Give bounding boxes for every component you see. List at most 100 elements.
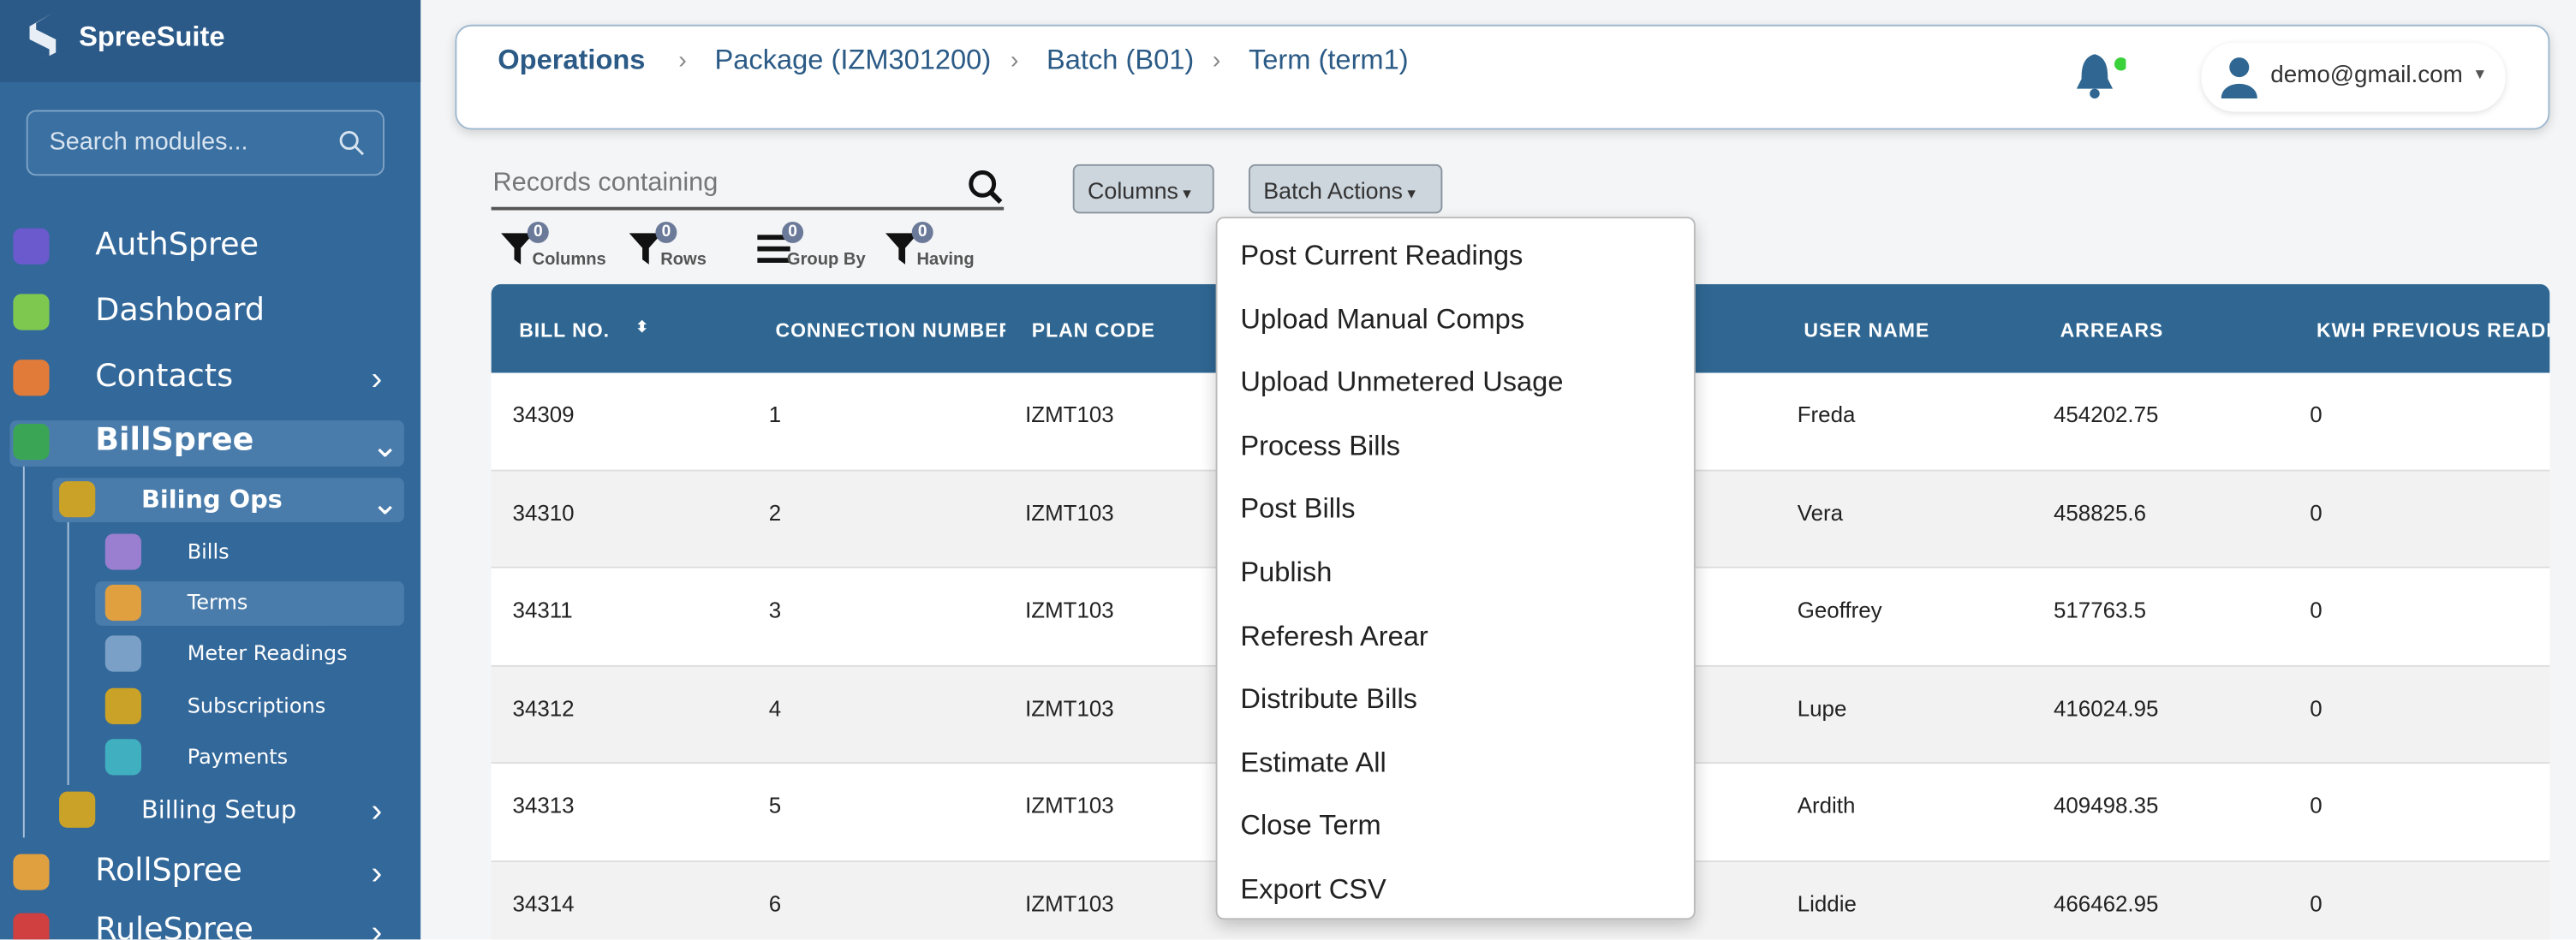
filter-label: Group By	[786, 249, 866, 270]
filter-count: 0	[527, 221, 549, 243]
breadcrumb-item[interactable]: Batch (B01)	[1046, 44, 1195, 76]
column-header[interactable]: CONNECTION NUMBER	[775, 318, 1006, 342]
cell: IZMT103	[1025, 500, 1114, 525]
chevron: ›	[371, 361, 383, 398]
cell: 5	[768, 793, 782, 818]
cell: IZMT103	[1025, 793, 1114, 818]
nav-item[interactable]: Meter Readings	[187, 640, 348, 665]
nav-icon	[104, 687, 141, 725]
column-header[interactable]: ARREARS	[2060, 318, 2164, 342]
cell: 0	[2310, 402, 2323, 427]
search-icon	[969, 170, 1003, 204]
cell: Vera	[1797, 500, 1844, 525]
cell: 34310	[512, 500, 575, 525]
chevron: ⌄	[371, 485, 399, 523]
menu-item[interactable]: Upload Manual Comps	[1240, 303, 1525, 335]
column-header[interactable]: BILL NO.	[519, 318, 610, 342]
nav-icon	[13, 360, 50, 396]
nav-item[interactable]: Subscriptions	[187, 693, 326, 718]
tree-line	[22, 466, 25, 838]
breadcrumb-item[interactable]: Term (term1)	[1248, 44, 1409, 76]
placeholder: Records containing	[492, 169, 719, 198]
bell[interactable]	[2073, 51, 2126, 100]
separator: ›	[1010, 46, 1019, 75]
chevron: ⌄	[371, 428, 399, 465]
user-menu[interactable]: demo@gmail.com ▼	[2201, 42, 2506, 112]
menu-item[interactable]: Distribute Bills	[1240, 683, 1418, 715]
cell: 6	[768, 890, 782, 916]
nav-item[interactable]: RollSpree	[95, 852, 242, 889]
cell: 0	[2310, 500, 2323, 525]
nav-item[interactable]: RuleSpree	[95, 911, 253, 940]
nav-item[interactable]: Terms	[187, 589, 248, 615]
filter[interactable]: 0 Columns	[501, 221, 632, 271]
cell: Ardith	[1797, 793, 1856, 818]
menu-item[interactable]: Publish	[1240, 556, 1333, 588]
chevron: ›	[371, 914, 383, 940]
filter[interactable]: 0 Group By	[755, 221, 886, 271]
filter-icon	[886, 233, 919, 265]
nav-item[interactable]: Dashboard	[95, 292, 265, 329]
menu-item[interactable]: Close Term	[1240, 810, 1381, 842]
nav-item[interactable]: Billing Setup	[140, 794, 297, 825]
column-header[interactable]: USER NAME	[1804, 318, 1930, 342]
menu-item[interactable]: Post Current Readings	[1240, 240, 1524, 271]
brand[interactable]: SpreeSuite	[79, 21, 225, 53]
cell: 3	[768, 598, 782, 623]
batch-actions-menu: Post Current Readings Upload Manual Comps…	[1215, 217, 1696, 920]
active-bg	[95, 581, 404, 626]
breadcrumb-item[interactable]: Package (IZM301200)	[714, 44, 992, 76]
menu-item[interactable]: Post Bills	[1240, 493, 1356, 525]
nav-item[interactable]: BillSpree	[95, 422, 254, 459]
cell: 409498.35	[2054, 793, 2159, 818]
button-label: Columns	[1087, 177, 1178, 204]
toolbar-button[interactable]: Batch Actions ▾	[1248, 164, 1443, 214]
logo	[29, 13, 57, 66]
cell: 517763.5	[2054, 598, 2147, 623]
column-header[interactable]: PLAN CODE	[1031, 318, 1155, 342]
separator: ›	[678, 46, 687, 75]
brand-bar	[0, 0, 421, 82]
column-header[interactable]: KWH PREVIOUS READING	[2316, 318, 2549, 342]
nav-item[interactable]: AuthSpree	[95, 226, 259, 263]
nav-item[interactable]: Contacts	[95, 358, 234, 395]
caret: ▾	[1402, 185, 1416, 204]
header-bar	[455, 24, 2550, 130]
button-label: Batch Actions	[1263, 177, 1403, 204]
menu-item[interactable]: Process Bills	[1240, 430, 1401, 461]
nav-item[interactable]: Bills	[187, 538, 230, 564]
cell: 34314	[512, 890, 575, 916]
nav-icon	[13, 228, 50, 265]
nav-icon	[59, 481, 96, 518]
nav-icon	[104, 584, 141, 622]
nav-icon	[13, 913, 50, 940]
nav-item[interactable]: Payments	[187, 744, 289, 769]
sidebar: SpreeSuite Search modules... AuthSpree Da…	[0, 0, 421, 940]
sort-icon: ⬍	[635, 318, 649, 336]
records-search[interactable]: Records containing	[491, 164, 1005, 211]
user-icon	[2221, 57, 2257, 99]
filter-count: 0	[911, 221, 933, 243]
nav-icon	[104, 739, 141, 776]
user-email: demo@gmail.com	[2270, 62, 2463, 89]
menu-item[interactable]: Export CSV	[1240, 873, 1386, 906]
search-icon	[339, 130, 364, 156]
toolbar-button[interactable]: Columns ▾	[1072, 164, 1214, 214]
cell: Lupe	[1797, 695, 1847, 721]
cell: IZMT103	[1025, 695, 1114, 721]
active-bg	[9, 420, 404, 467]
breadcrumb-item[interactable]: Operations	[498, 44, 646, 76]
cell: Geoffrey	[1797, 598, 1882, 623]
filter-label: Rows	[660, 249, 707, 270]
module-search[interactable]: Search modules...	[26, 110, 385, 176]
menu-item[interactable]: Estimate All	[1240, 747, 1386, 778]
cell: IZMT103	[1025, 402, 1114, 427]
filter[interactable]: 0 Rows	[629, 221, 760, 271]
nav-item[interactable]: Biling Ops	[140, 484, 283, 515]
cell: 34309	[512, 402, 575, 427]
filter[interactable]: 0 Having	[886, 221, 1017, 271]
menu-item[interactable]: Upload Unmetered Usage	[1240, 366, 1564, 398]
cell: 0	[2310, 890, 2323, 916]
menu-item[interactable]: Referesh Arear	[1240, 620, 1428, 651]
